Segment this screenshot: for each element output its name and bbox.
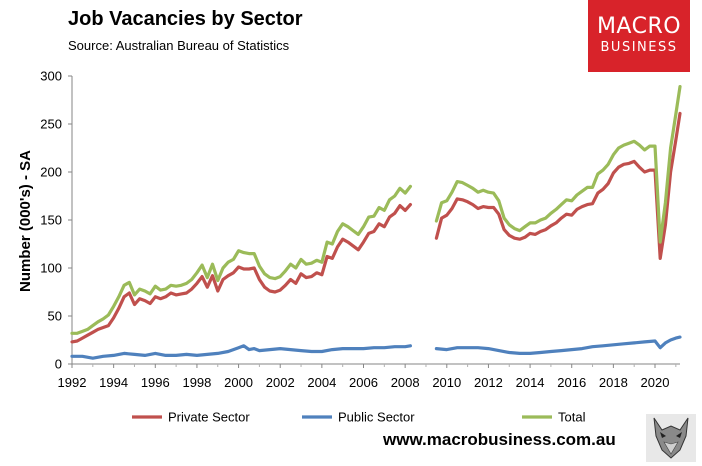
legend-label-total: Total — [558, 410, 586, 425]
x-tick-label: 2008 — [391, 375, 420, 390]
x-tick-label: 2012 — [474, 375, 503, 390]
plot-area — [72, 76, 680, 364]
series-line-public-sector — [434, 335, 682, 355]
logo-line-1: MACRO — [596, 14, 682, 39]
series-line-public-sector — [70, 344, 412, 360]
x-tick-label: 2014 — [516, 375, 545, 390]
series-line-private-sector — [434, 111, 682, 260]
chart-subtitle: Source: Australian Bureau of Statistics — [68, 38, 290, 53]
x-tick-label: 1998 — [182, 375, 211, 390]
x-tick-label: 2000 — [224, 375, 253, 390]
chart-title: Job Vacancies by Sector — [68, 8, 303, 30]
x-tick-label: 2010 — [432, 375, 461, 390]
x-tick-label: 1996 — [141, 375, 170, 390]
y-tick-label: 50 — [48, 309, 62, 324]
y-tick-label: 200 — [40, 165, 62, 180]
x-tick-label: 1994 — [99, 375, 128, 390]
x-tick-label: 2002 — [266, 375, 295, 390]
series-line-total — [434, 85, 682, 244]
series-line-private-sector — [70, 203, 412, 344]
y-tick-label: 100 — [40, 261, 62, 276]
x-tick-label: 1992 — [58, 375, 87, 390]
y-tick-label: 0 — [55, 357, 62, 372]
y-axis-label: Number (000's) - SA — [17, 150, 34, 292]
macrobusiness-logo[interactable]: MACRO BUSINESS — [588, 0, 690, 72]
x-tick-label: 2020 — [641, 375, 670, 390]
legend-label-public-sector: Public Sector — [338, 410, 415, 425]
x-tick-label: 2016 — [557, 375, 586, 390]
y-tick-label: 150 — [40, 213, 62, 228]
x-tick-label: 2018 — [599, 375, 628, 390]
x-tick-label: 2004 — [307, 375, 336, 390]
legend-label-private-sector: Private Sector — [168, 410, 250, 425]
y-tick-label: 250 — [40, 117, 62, 132]
logo-line-2: BUSINESS — [600, 40, 678, 55]
wolf-logo-icon — [646, 414, 696, 462]
series-line-total — [70, 184, 412, 335]
y-tick-label: 300 — [40, 69, 62, 84]
x-tick-label: 2006 — [349, 375, 378, 390]
website-url[interactable]: www.macrobusiness.com.au — [383, 430, 616, 449]
